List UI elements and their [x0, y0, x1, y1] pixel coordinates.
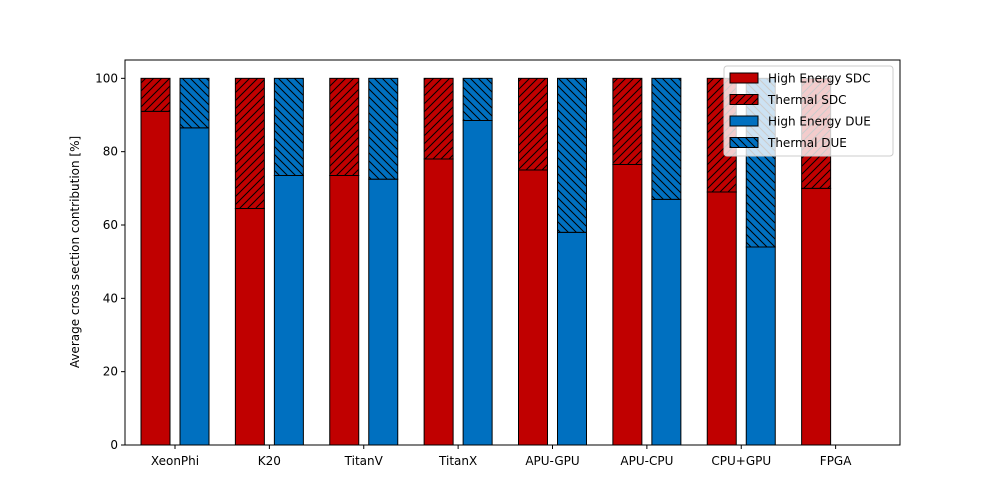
legend-box [723, 65, 894, 157]
bar-apu-gpu-thermal-due [557, 77, 587, 233]
bar-xeonphi-high-energy-due-fill [180, 127, 209, 445]
bar-titanx-thermal-due-hatch [463, 78, 493, 121]
legend-thermal-due-label: Thermal DUE [767, 136, 847, 150]
x-tick-label-k20: K20 [258, 454, 281, 468]
axes-frame [124, 59, 901, 446]
bar-xeonphi-thermal-due-hatch [180, 78, 209, 128]
y-tick-label-40: 40 [103, 291, 118, 305]
x-tick-label-fpga: FPGA [820, 454, 852, 468]
bar-xeonphi-thermal-sdc [140, 77, 171, 112]
bar-titanx-high-energy-sdc-fill [424, 159, 454, 445]
bar-fpga-high-energy-sdc-fill [801, 188, 831, 446]
bar-titanx-thermal-due [462, 77, 493, 122]
bar-k20-high-energy-sdc-fill [235, 208, 265, 445]
bar-xeonphi-thermal-sdc-hatch [141, 78, 170, 112]
legend-high-energy-due-swatch-fill [730, 116, 758, 126]
legend-thermal-due-swatch [729, 137, 759, 148]
legend-high-energy-sdc-swatch-fill [730, 73, 758, 83]
x-tick-label-apu-gpu: APU-GPU [525, 454, 579, 468]
bar-k20-thermal-sdc-hatch [235, 78, 265, 209]
x-tick-label-titanx: TitanX [438, 454, 477, 468]
legend-thermal-sdc-label: Thermal SDC [767, 93, 846, 107]
bar-titanx-thermal-sdc-hatch [424, 78, 454, 159]
bar-titanx-thermal-sdc [423, 77, 454, 160]
bar-titanv-thermal-due [368, 77, 399, 180]
bar-k20-thermal-due-hatch [274, 78, 304, 176]
x-tick-label-cpu-gpu: CPU+GPU [711, 454, 771, 468]
bar-apu-gpu-thermal-due-hatch [557, 78, 587, 233]
bar-cpu-gpu-high-energy-sdc-fill [707, 192, 737, 445]
bar-apu-cpu-thermal-sdc [612, 77, 643, 165]
legend: High Energy SDC Thermal SDC High Energy DU… [723, 65, 894, 157]
legend-thermal-sdc-swatch [729, 94, 759, 105]
y-tick-label-60: 60 [103, 218, 118, 232]
bar-apu-gpu-high-energy-due-fill [557, 232, 587, 445]
bar-xeonphi-high-energy-sdc-fill [141, 111, 170, 445]
bar-titanv-thermal-sdc [329, 77, 360, 176]
x-tick-label-xeonphi: XeonPhi [151, 454, 199, 468]
bar-cpu-gpu-high-energy-due-fill [746, 247, 776, 445]
legend-high-energy-due-label: High Energy DUE [768, 115, 871, 129]
bar-titanx-high-energy-due-fill [463, 120, 493, 445]
bar-apu-cpu-thermal-due [651, 77, 682, 200]
legend-high-energy-due-swatch [729, 115, 759, 127]
x-tick-label-titanv: TitanV [344, 454, 384, 468]
bar-titanv-thermal-due-hatch [368, 78, 398, 180]
bar-apu-gpu-thermal-sdc [518, 77, 548, 171]
bar-apu-gpu-thermal-sdc-hatch [518, 78, 548, 170]
y-tick-label-80: 80 [103, 145, 118, 159]
bar-apu-cpu-high-energy-due-fill [651, 199, 681, 445]
bar-titanv-high-energy-sdc-fill [329, 175, 359, 445]
y-tick-label-0: 0 [110, 438, 118, 452]
bar-k20-thermal-due [273, 77, 304, 176]
bar-apu-cpu-thermal-sdc-hatch [612, 78, 642, 165]
bar-k20-thermal-sdc [234, 77, 265, 210]
bar-apu-gpu-high-energy-sdc-fill [518, 170, 548, 445]
legend-thermal-due-swatch-hatch [730, 137, 758, 148]
y-axis-label: Average cross section contribution [%] [68, 136, 82, 368]
bar-k20-high-energy-due-fill [274, 175, 304, 445]
legend-thermal-sdc-swatch-hatch [730, 94, 758, 105]
legend-high-energy-sdc-label: High Energy SDC [768, 72, 870, 86]
bar-apu-cpu-thermal-due-hatch [651, 78, 681, 200]
x-tick-label-apu-cpu: APU-CPU [620, 454, 673, 468]
bar-xeonphi-thermal-due [179, 77, 210, 129]
bar-titanv-high-energy-due-fill [368, 179, 398, 445]
plot-area: XeonPhi K20 TitanV TitanX APU-GPU APU-CPU CPU+… [95, 59, 901, 468]
y-tick-label-100: 100 [95, 71, 118, 85]
bar-titanv-thermal-sdc-hatch [329, 78, 359, 176]
legend-high-energy-sdc-swatch [729, 72, 759, 84]
bar-apu-cpu-high-energy-sdc-fill [612, 164, 642, 445]
y-tick-label-20: 20 [103, 365, 118, 379]
